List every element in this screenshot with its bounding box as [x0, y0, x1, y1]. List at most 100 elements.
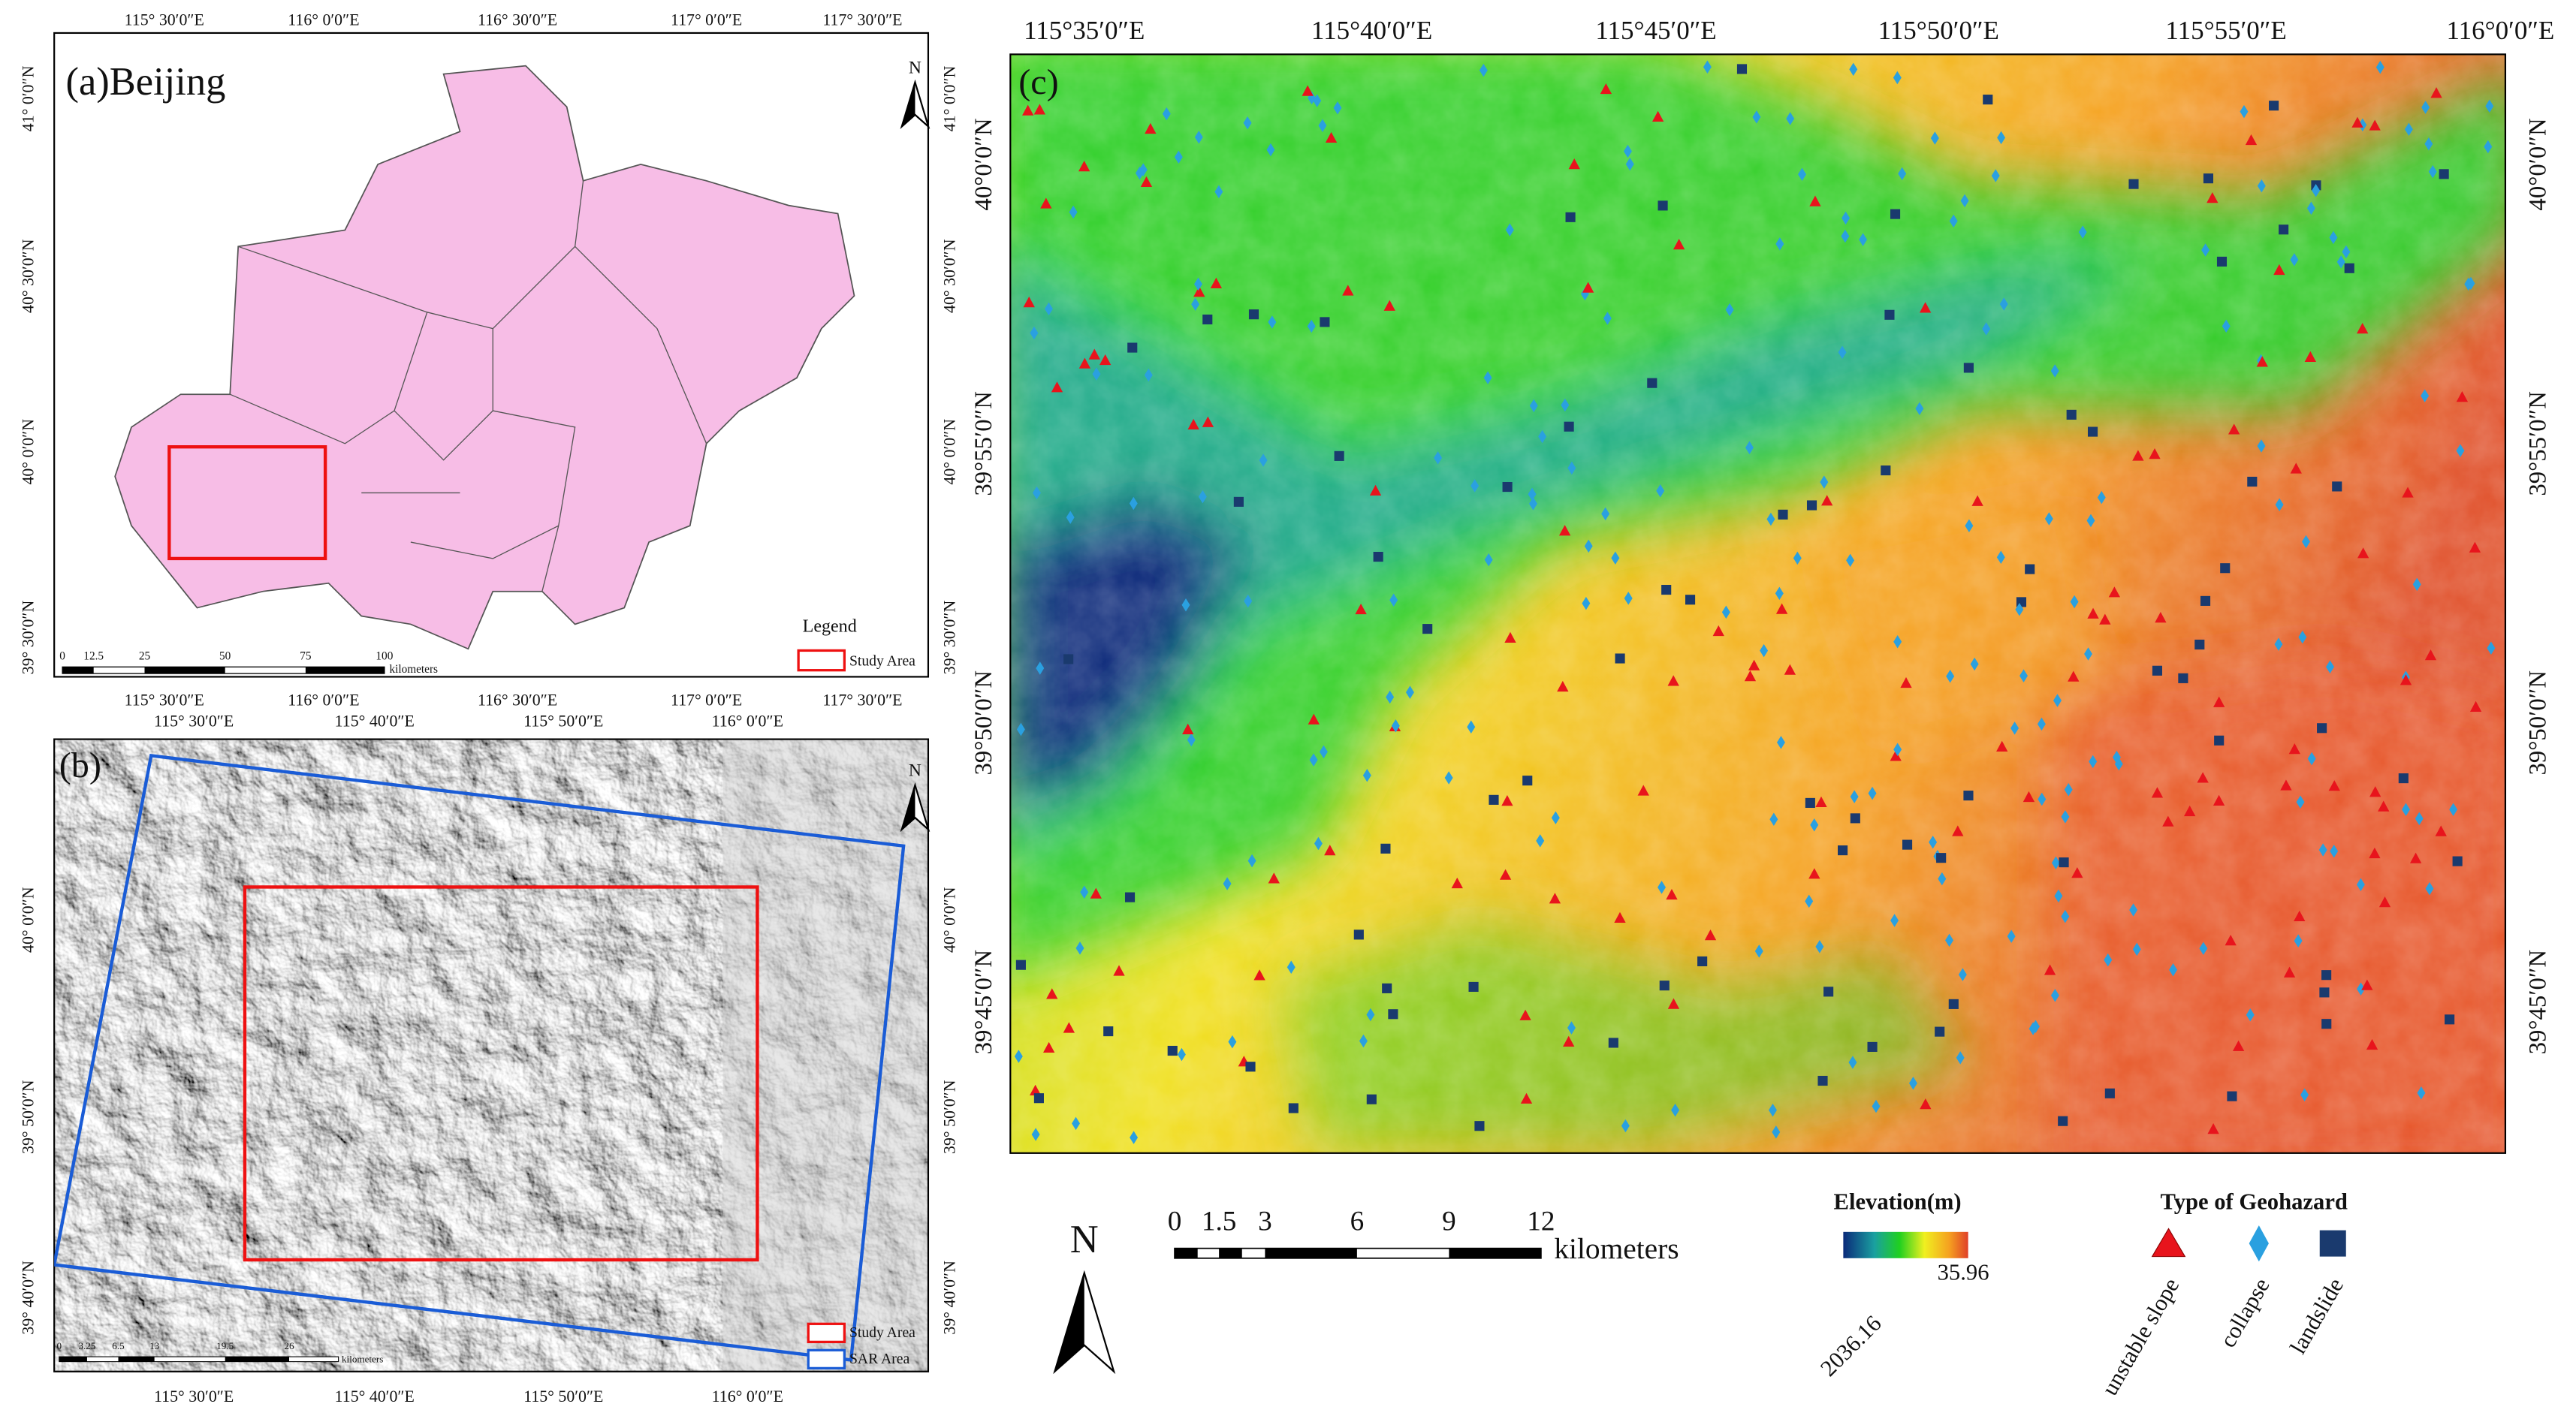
collapse-point: [1949, 214, 1958, 228]
unstable-slope-point: [2402, 487, 2414, 498]
terrain-texture: [1010, 54, 2505, 1153]
landslide-point: [2178, 673, 2188, 683]
collapse-point: [1036, 661, 1045, 675]
landslide-point: [1373, 551, 1383, 562]
collapse-point: [2312, 184, 2321, 197]
collapse-point: [2298, 630, 2307, 644]
landslide-point: [1422, 624, 1433, 634]
unstable-slope-point: [1063, 1022, 1075, 1033]
collapse-point: [1815, 940, 1824, 954]
collapse-point: [2078, 225, 2087, 239]
unstable-slope-point: [1051, 381, 1063, 393]
landslide-point: [2152, 665, 2163, 676]
study-area-box: [243, 885, 759, 1262]
scale-label: 26: [284, 1340, 294, 1351]
panel-label: (a)Beijing: [66, 60, 226, 104]
panel-b-frame: [53, 738, 930, 1372]
unstable-slope-point: [2149, 448, 2161, 459]
landslide-point: [1823, 987, 1834, 997]
collapse-point: [1228, 1035, 1237, 1049]
lon-label: 115° 30′0″E: [154, 713, 234, 731]
collapse-point: [1268, 315, 1277, 329]
unstable-slope-point: [2162, 815, 2174, 827]
panel-label: (c): [1018, 62, 1058, 102]
unstable-slope-point: [1210, 277, 1223, 288]
collapse-point: [2050, 364, 2059, 378]
collapse-point: [1198, 490, 1207, 504]
collapse-point: [2402, 803, 2410, 816]
lon-label: 115°35′0″E: [1024, 16, 1145, 45]
collapse-point: [1958, 968, 1967, 981]
scale-label: 25: [139, 650, 151, 663]
unstable-slope-point: [2435, 825, 2447, 836]
collapse-point: [1080, 885, 1089, 899]
collapse-point: [1938, 872, 1947, 886]
collapse-point: [1031, 1128, 1040, 1141]
collapse-point: [1725, 303, 1734, 317]
hazard-points: [1014, 60, 2496, 1144]
landslide-point: [1245, 1062, 1256, 1072]
collapse-point: [2274, 637, 2283, 651]
lat-label: 40°0′0″N: [970, 118, 997, 210]
collapse-point: [1318, 119, 1327, 133]
collapse-point: [2318, 843, 2327, 857]
collapse-point: [2417, 1086, 2426, 1100]
scale-unit: kilometers: [342, 1353, 383, 1364]
unstable-slope-point: [1022, 104, 1034, 116]
lon-label: 116° 30′0″E: [478, 691, 557, 709]
collapse-point: [2199, 941, 2208, 955]
collapse-point: [1960, 194, 1969, 208]
collapse-point: [1842, 211, 1851, 225]
collapse-point: [1528, 497, 1537, 511]
lon-label: 115° 40′0″E: [335, 1387, 415, 1405]
collapse-point: [1946, 670, 1955, 683]
lat-label: 41° 0′0″N: [19, 65, 37, 131]
collapse-point: [1194, 277, 1202, 291]
unstable-slope-point: [2424, 649, 2437, 661]
collapse-point: [2421, 389, 2430, 402]
collapse-point: [1752, 110, 1761, 124]
unstable-slope-point: [2108, 586, 2121, 598]
lat-label: 40° 30′0″N: [19, 239, 37, 313]
unstable-slope-point: [1558, 525, 1571, 536]
unstable-slope-point: [1193, 286, 1205, 297]
collapse-point: [1754, 945, 1763, 958]
collapse-point: [1769, 1103, 1777, 1117]
collapse-point: [1391, 719, 1400, 733]
collapse-point: [1893, 71, 1902, 85]
unstable-slope-point: [2400, 674, 2412, 685]
unstable-slope-point: [2245, 134, 2258, 146]
collapse-point: [1841, 229, 1850, 243]
collapse-point: [1259, 453, 1268, 467]
collapse-point: [1601, 507, 1610, 521]
collapse-point: [1032, 486, 1041, 500]
collapse-point: [2104, 953, 2113, 967]
collapse-point: [2222, 319, 2231, 333]
landslide-point: [2344, 263, 2354, 273]
unstable-slope-point: [1744, 670, 1757, 682]
lat-label: 39° 40′0″N: [941, 1261, 959, 1335]
collapse-point: [1333, 101, 1342, 115]
collapse-point: [1529, 399, 1538, 413]
north-arrow-half: [901, 785, 915, 830]
collapse-point: [1584, 539, 1593, 553]
unstable-slope-point: [1549, 893, 1561, 904]
unstable-slope-point: [2280, 779, 2292, 791]
collapse-point: [1929, 835, 1938, 849]
scale-bar: [59, 1356, 339, 1363]
collapse-point: [1319, 745, 1328, 759]
collapse-point: [1623, 144, 1632, 158]
collapse-point: [2329, 230, 2338, 245]
unstable-slope-point: [2256, 356, 2268, 367]
unstable-slope-point: [2294, 910, 2306, 922]
landslide-point: [1890, 209, 1901, 219]
landslide-point: [1353, 929, 1364, 940]
beijing-region: [114, 65, 855, 650]
landslide-point: [2439, 169, 2449, 179]
collapse-point: [2240, 104, 2249, 119]
legend-triangle: [2151, 1228, 2186, 1258]
landslide-point: [1382, 983, 1392, 993]
scale-label: 12.5: [83, 650, 104, 663]
unstable-slope-point: [1821, 495, 1833, 506]
unstable-slope-point: [2357, 547, 2369, 559]
